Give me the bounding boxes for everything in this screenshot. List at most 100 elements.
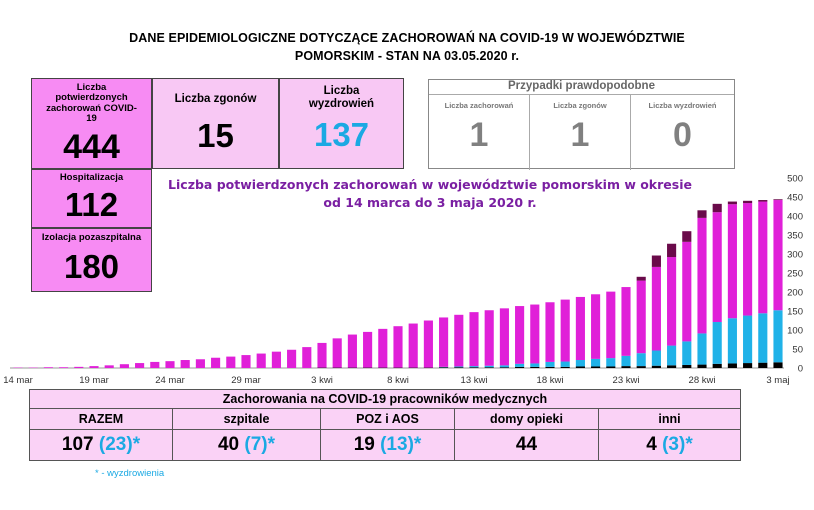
probable-cases-col: Liczba zachorowań 1 <box>429 95 530 170</box>
bar-deaths <box>773 362 783 368</box>
medical-recovered: (13) <box>380 434 414 455</box>
chart-title-line1: Liczba potwierdzonych zachorowań w wojew… <box>168 177 692 192</box>
medical-label: POZ i AOS <box>321 409 454 430</box>
x-tick-label: 29 mar <box>231 375 261 386</box>
bar-recovered <box>591 358 601 367</box>
bar-deaths <box>575 366 585 368</box>
bar-active <box>667 257 677 346</box>
bar-active <box>287 349 297 368</box>
bar-active <box>484 310 494 366</box>
bar-recovered <box>667 345 677 366</box>
bar-recovered <box>575 360 585 367</box>
medical-label: szpitale <box>173 409 320 430</box>
isolation-box: Izolacja pozaszpitalna 180 <box>31 228 152 292</box>
bar-deaths <box>758 362 768 368</box>
bar-recovered <box>454 366 464 368</box>
medical-value: 107 <box>61 434 94 455</box>
bar-active <box>211 357 221 368</box>
bar-probable <box>667 243 677 258</box>
bar-deaths <box>743 363 753 368</box>
bar-deaths <box>439 367 449 368</box>
bar-active <box>545 302 555 362</box>
bar-recovered <box>743 315 753 364</box>
medical-col-other: inni 4 (3)* <box>599 409 740 461</box>
bar-deaths <box>606 366 616 368</box>
bar-active <box>773 200 783 311</box>
x-tick-label: 13 kwi <box>461 375 488 386</box>
bar-active <box>530 304 540 364</box>
bar-active <box>302 347 312 368</box>
probable-recovered-col: Liczba wyzdrowień 0 <box>631 95 734 170</box>
hospital-value: 112 <box>64 185 119 223</box>
deaths-label: Liczba zgonów <box>174 93 257 105</box>
medical-label: inni <box>599 409 740 430</box>
probable-cases-label: Liczba zachorowań <box>444 101 514 110</box>
bar-active <box>363 331 373 368</box>
bar-deaths <box>515 366 525 368</box>
isolation-label: Izolacja pozaszpitalna <box>41 232 142 243</box>
medical-star: * <box>267 434 276 455</box>
bar-active <box>712 212 722 323</box>
bar-active <box>332 338 342 368</box>
bar-active <box>515 306 525 364</box>
bar-deaths <box>697 364 707 368</box>
bar-deaths <box>682 364 692 368</box>
x-tick-label: 3 kwi <box>311 375 333 386</box>
medical-value: 19 <box>353 434 375 455</box>
bar-active <box>119 364 129 368</box>
deaths-box: Liczba zgonów 15 <box>152 78 279 169</box>
y-tick-label: 150 <box>787 307 803 318</box>
bar-active <box>43 367 53 368</box>
bar-active <box>606 291 616 359</box>
medical-value: 44 <box>515 434 538 455</box>
probable-recovered-value: 0 <box>673 116 692 154</box>
medical-value: 4 <box>646 434 657 455</box>
medical-star: * <box>685 434 693 455</box>
bar-active <box>256 353 266 368</box>
medical-value: 40 <box>217 434 240 455</box>
bar-active <box>226 356 236 368</box>
bar-probable <box>682 231 692 242</box>
medical-workers-table: Zachorowania na COVID-19 pracowników med… <box>29 389 741 461</box>
bar-active <box>682 241 692 342</box>
bar-active <box>317 342 327 368</box>
medical-label: RAZEM <box>30 409 172 430</box>
bar-probable <box>773 199 783 201</box>
bar-deaths <box>454 367 464 368</box>
bar-recovered <box>712 322 722 364</box>
bar-active <box>575 296 585 361</box>
medical-title: Zachorowania na COVID-19 pracowników med… <box>30 390 740 409</box>
y-tick-label: 0 <box>798 364 803 375</box>
bar-active <box>499 308 509 366</box>
recovered-value: 137 <box>313 116 370 153</box>
bar-deaths <box>530 366 540 368</box>
bar-recovered <box>758 313 768 363</box>
bar-deaths <box>545 366 555 368</box>
bar-deaths <box>651 365 661 368</box>
bar-active <box>165 361 175 368</box>
bar-recovered <box>515 363 525 367</box>
bar-active <box>408 323 418 368</box>
bar-recovered <box>469 366 479 368</box>
x-tick-label: 8 kwi <box>387 375 409 386</box>
y-tick-label: 250 <box>787 269 803 280</box>
medical-col-total: RAZEM 107 (23)* <box>30 409 173 461</box>
y-tick-label: 100 <box>787 326 803 337</box>
bar-deaths <box>621 366 631 368</box>
bar-active <box>469 312 479 367</box>
medical-recovered: (3) <box>662 434 686 455</box>
bar-recovered <box>606 358 616 367</box>
bar-recovered <box>621 355 631 367</box>
bar-deaths <box>712 363 722 368</box>
chart-title-line2: od 14 marca do 3 maja 2020 r. <box>323 195 537 210</box>
bar-active <box>378 328 388 368</box>
report-title-line1: DANE EPIDEMIOLOGICZNE DOTYCZĄCE ZACHOROW… <box>129 31 685 45</box>
bar-recovered <box>682 341 692 365</box>
x-tick-label: 3 maj <box>766 375 789 386</box>
confirmed-value: 444 <box>63 127 120 166</box>
bar-active <box>636 280 646 354</box>
report-title-line2: POMORSKIM - STAN NA 03.05.2020 r. <box>294 49 520 63</box>
bar-recovered <box>545 361 555 367</box>
bar-active <box>135 363 145 368</box>
bar-recovered <box>499 365 509 368</box>
